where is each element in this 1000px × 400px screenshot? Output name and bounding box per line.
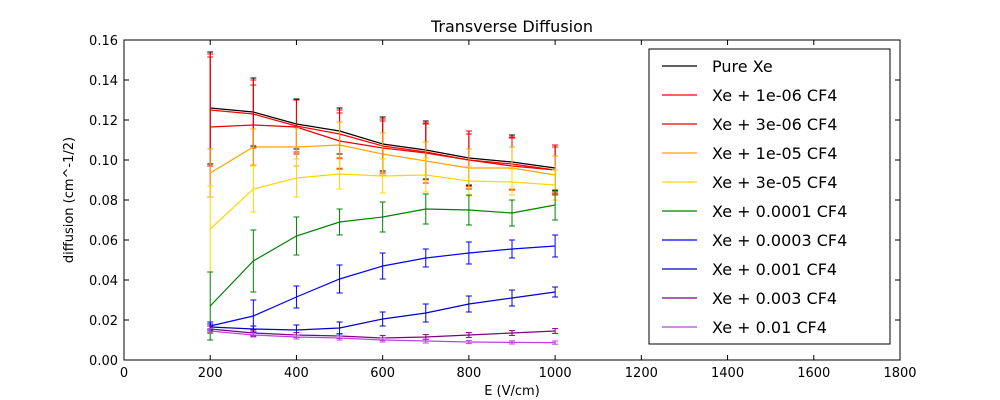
y-axis-label: diffusion (cm^-1/2) [62,137,77,263]
series-9 [207,328,559,345]
x-tick-label: 1600 [797,366,830,381]
series-line [210,330,556,344]
series-layer [207,51,559,345]
legend-entry: Xe + 1e-05 CF4 [712,144,837,163]
axes: 0 200 400 600 800 1000 1200 1400 1600 1800 0.00 0.0… [89,34,917,381]
y-tick-label: 0.08 [89,194,118,209]
legend-entry: Xe + 0.0001 CF4 [712,202,847,221]
x-tick-label: 1200 [625,366,658,381]
legend-entry: Xe + 1e-06 CF4 [712,86,837,105]
y-tick-label: 0.16 [89,34,118,49]
x-tick-label: 0 [120,366,128,381]
legend-entry: Xe + 0.003 CF4 [712,289,837,308]
chart-title: Transverse Diffusion [430,17,593,36]
y-tick-label: 0.00 [89,354,118,369]
y-tick-label: 0.06 [89,234,118,249]
series-line [210,291,556,331]
x-tick-label: 1400 [711,366,744,381]
series-5 [207,189,559,341]
y-tick-label: 0.10 [89,154,118,169]
legend-entry: Pure Xe [712,57,773,76]
series-4 [207,157,559,273]
legend-entry: Xe + 3e-06 CF4 [712,115,837,134]
x-tick-label: 400 [284,366,309,381]
y-tick-label: 0.14 [89,74,118,89]
y-tick-label: 0.04 [89,274,118,289]
x-tick-label: 200 [198,366,223,381]
x-tick-label: 800 [456,366,481,381]
x-tick-label: 1000 [539,366,572,381]
legend-entry: Xe + 3e-05 CF4 [712,173,837,192]
series-7 [207,286,559,336]
y-tick-label: 0.02 [89,314,118,329]
series-line [209,144,556,176]
series-line [209,173,556,230]
series-line [210,245,556,327]
series-6 [207,234,559,333]
x-axis-label: E (V/cm) [484,384,540,399]
y-tick-label: 0.12 [89,114,118,129]
series-line [209,204,556,307]
legend-entry: Xe + 0.001 CF4 [712,260,837,279]
x-tick-label: 1800 [883,366,916,381]
legend: Pure Xe Xe + 1e-06 CF4 Xe + 3e-06 CF4 Xe + … [648,48,891,345]
legend-box [648,48,891,345]
plot-frame [123,39,901,361]
legend-entry: Xe + 0.0003 CF4 [712,231,847,250]
x-tick-label: 600 [370,366,395,381]
legend-entry: Xe + 0.01 CF4 [712,318,827,337]
